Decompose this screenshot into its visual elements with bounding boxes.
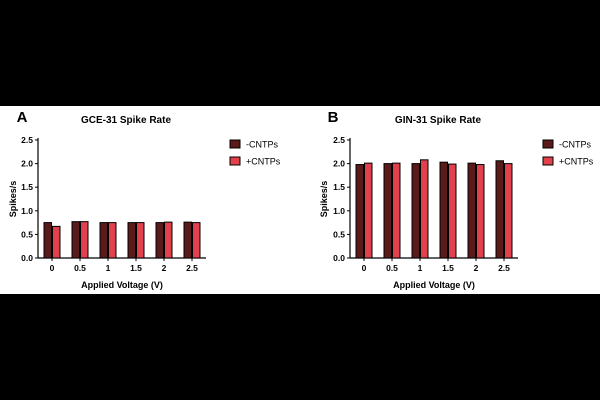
panel-a-bar-cntps-2_5 bbox=[183, 221, 192, 259]
figure: A GCE-31 Spike Rate 0.0 0.5 1.0 1.5 2.0 2.5 Spik… bbox=[0, 106, 600, 294]
panel-b-bar-cntps-1_5 bbox=[439, 161, 448, 259]
panel-b-x-tick-label: 1.5 bbox=[442, 263, 454, 273]
panel-b-y-tick-label: 2.0 bbox=[333, 159, 345, 169]
panel-a-bar-cntps-0 bbox=[43, 222, 52, 259]
panel-a-x-tick-label: 0 bbox=[50, 263, 55, 273]
panel-b-bar-cntps-2 bbox=[476, 164, 485, 259]
panel-b-legend-label: -CNTPs bbox=[559, 140, 591, 150]
panel-b-x-tick-label: 0 bbox=[362, 263, 367, 273]
panel-b-legend-swatch bbox=[542, 156, 554, 166]
panel-a-legend-label: +CNTPs bbox=[246, 157, 281, 167]
panel-a-y-tick-label: 2.0 bbox=[21, 159, 33, 169]
panel-b-bar-cntps-0_5 bbox=[392, 162, 401, 259]
panel-a-y-tick-label: 1.5 bbox=[21, 182, 33, 192]
panel-b-bar-cntps-0 bbox=[355, 164, 364, 259]
panel-a-bar-cntps-1_5 bbox=[127, 222, 136, 259]
panel-a-y-axis-label: Spikes/s bbox=[8, 181, 18, 218]
panel-b-y-tick-label: 2.5 bbox=[333, 135, 345, 145]
panel-b-x-axis-label: Applied Voltage (V) bbox=[393, 280, 475, 290]
panel-a-y-tick-label: 2.5 bbox=[21, 135, 33, 145]
panel-a-legend-label: -CNTPs bbox=[246, 140, 278, 150]
panel-b-x-tick-label: 0.5 bbox=[386, 263, 398, 273]
panel-b-x-tick-label: 2.5 bbox=[498, 263, 510, 273]
panel-a-bar-cntps-1_5 bbox=[136, 222, 145, 259]
panel-b-bar-cntps-2_5 bbox=[504, 163, 513, 259]
panel-a-legend-swatch bbox=[229, 156, 241, 166]
panel-a-label: A bbox=[17, 109, 28, 126]
panel-b-bar-cntps-1_5 bbox=[448, 163, 457, 259]
panel-a-bar-cntps-1 bbox=[99, 222, 108, 259]
panel-b-legend-swatch bbox=[542, 139, 554, 149]
panel-a-bar-cntps-0 bbox=[52, 225, 61, 259]
panel-b-bar-cntps-2_5 bbox=[495, 160, 504, 259]
panel-a-x-tick-label: 0.5 bbox=[74, 263, 86, 273]
panel-b-y-tick-label: 1.5 bbox=[333, 182, 345, 192]
panel-a-x-tick-label: 2 bbox=[162, 263, 167, 273]
panel-a-x-tick-label: 2.5 bbox=[186, 263, 198, 273]
panel-a-x-axis-label: Applied Voltage (V) bbox=[81, 280, 163, 290]
panel-b-legend-label: +CNTPs bbox=[559, 157, 594, 167]
panel-b-x-tick-label: 2 bbox=[474, 263, 479, 273]
panel-b-bar-cntps-1 bbox=[411, 163, 420, 259]
panel-b-bar-cntps-1 bbox=[420, 159, 429, 259]
panel-a-y-tick-label: 1.0 bbox=[21, 206, 33, 216]
panel-a-legend-swatch bbox=[229, 139, 241, 149]
panel-a-x-tick-label: 1 bbox=[106, 263, 111, 273]
panel-a-y-tick-label: 0.0 bbox=[21, 253, 33, 263]
panel-b-y-tick-label: 0.5 bbox=[333, 229, 345, 239]
panel-a-bar-cntps-2 bbox=[164, 221, 173, 259]
panel-b-title: GIN-31 Spike Rate bbox=[395, 115, 482, 126]
panel-b-y-axis-label: Spikes/s bbox=[319, 181, 329, 218]
panel-a-x-tick-label: 1.5 bbox=[130, 263, 142, 273]
panel-b-bar-cntps-0_5 bbox=[383, 163, 392, 259]
panel-b-label: B bbox=[328, 109, 339, 126]
panel-b-bar-cntps-0 bbox=[364, 162, 373, 259]
panel-b-bar-cntps-2 bbox=[467, 162, 476, 259]
panel-a-bar-cntps-1 bbox=[108, 222, 117, 259]
panel-b-y-tick-label: 0.0 bbox=[333, 253, 345, 263]
panel-a-bar-cntps-2 bbox=[155, 222, 164, 259]
panel-b-x-tick-label: 1 bbox=[418, 263, 423, 273]
panel-a-y-tick-label: 0.5 bbox=[21, 229, 33, 239]
panel-a-bar-cntps-2_5 bbox=[192, 222, 201, 259]
panel-a-title: GCE-31 Spike Rate bbox=[81, 115, 171, 126]
panel-a-bar-cntps-0_5 bbox=[80, 221, 89, 259]
panel-b-y-tick-label: 1.0 bbox=[333, 206, 345, 216]
chart-svg: A GCE-31 Spike Rate 0.0 0.5 1.0 1.5 2.0 2.5 Spik… bbox=[8, 109, 594, 290]
panel-a-bar-cntps-0_5 bbox=[71, 221, 80, 259]
